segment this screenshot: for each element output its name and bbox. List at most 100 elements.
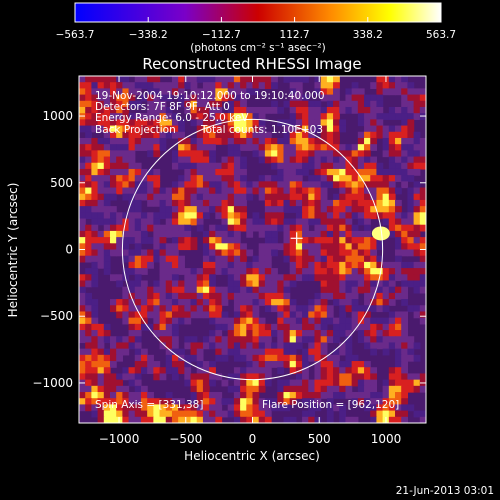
heatmap-cell xyxy=(395,175,402,182)
heatmap-cell xyxy=(122,119,130,127)
heatmap-cell xyxy=(258,317,266,325)
heatmap-cell xyxy=(122,243,130,251)
heatmap-cell xyxy=(357,168,365,176)
heatmap-cell xyxy=(240,261,247,269)
heatmap-cell xyxy=(388,373,396,381)
heatmap-cell xyxy=(413,113,421,120)
heatmap-cell xyxy=(246,354,254,362)
heatmap-cell xyxy=(258,348,266,356)
heatmap-cell xyxy=(382,299,390,306)
heatmap-cell xyxy=(184,404,192,412)
heatmap-cell xyxy=(333,292,340,300)
heatmap-cell xyxy=(159,199,167,207)
heatmap-cell xyxy=(209,404,216,412)
heatmap-cell xyxy=(221,237,229,244)
heatmap-cell xyxy=(370,373,378,381)
heatmap-cell xyxy=(109,150,117,158)
heatmap-cell xyxy=(314,261,322,269)
heatmap-cell xyxy=(407,230,415,238)
heatmap-cell xyxy=(233,249,241,257)
heatmap-cell xyxy=(401,131,409,139)
heatmap-cell xyxy=(252,292,260,300)
heatmap-cell xyxy=(159,144,167,151)
heatmap-cell xyxy=(147,150,154,158)
heatmap-cell xyxy=(202,305,210,313)
heatmap-cell xyxy=(413,212,421,220)
heatmap-cell xyxy=(370,131,378,139)
heatmap-cell xyxy=(140,237,148,244)
heatmap-cell xyxy=(128,212,136,220)
heatmap-cell xyxy=(401,261,409,269)
heatmap-cell xyxy=(153,255,161,263)
heatmap-cell xyxy=(252,187,260,195)
heatmap-cell xyxy=(202,237,210,244)
heatmap-cell xyxy=(357,385,365,393)
heatmap-cell xyxy=(370,94,378,102)
heatmap-cell xyxy=(190,398,198,406)
heatmap-cell xyxy=(277,292,285,300)
heatmap-cell xyxy=(97,230,105,238)
heatmap-cell xyxy=(134,398,142,406)
heatmap-cell xyxy=(240,292,247,300)
heatmap-cell xyxy=(128,373,136,381)
heatmap-cell xyxy=(326,230,334,238)
heatmap-cell xyxy=(140,137,148,145)
heatmap-cell xyxy=(395,206,402,213)
heatmap-cell xyxy=(370,82,378,89)
heatmap-cell xyxy=(159,187,167,195)
heatmap-cell xyxy=(388,385,396,393)
heatmap-cell xyxy=(308,305,316,313)
heatmap-cell xyxy=(147,305,154,313)
heatmap-cell xyxy=(103,367,111,375)
heatmap-cell xyxy=(196,379,204,387)
heatmap-cell xyxy=(171,212,179,220)
heatmap-cell xyxy=(376,131,384,139)
heatmap-cell xyxy=(171,354,179,362)
heatmap-cell xyxy=(91,88,99,96)
heatmap-cell xyxy=(388,379,396,387)
heatmap-cell xyxy=(171,150,179,158)
heatmap-cell xyxy=(419,187,426,195)
heatmap-cell xyxy=(147,76,154,83)
heatmap-cell xyxy=(91,94,99,102)
heatmap-cell xyxy=(333,144,340,151)
heatmap-cell xyxy=(165,224,173,232)
heatmap-cell xyxy=(345,379,353,387)
heatmap-cell xyxy=(382,410,390,418)
heatmap-cell xyxy=(395,156,402,164)
heatmap-cell xyxy=(109,348,117,356)
heatmap-cell xyxy=(85,354,92,362)
heatmap-cell xyxy=(171,224,179,232)
heatmap-cell xyxy=(79,212,86,220)
heatmap-cell xyxy=(370,100,378,108)
heatmap-cell xyxy=(240,156,247,164)
heatmap-cell xyxy=(209,311,216,319)
heatmap-cell xyxy=(122,342,130,350)
heatmap-cell xyxy=(215,230,223,238)
heatmap-cell xyxy=(233,336,241,344)
heatmap-cell xyxy=(85,144,92,151)
heatmap-cell xyxy=(351,237,359,244)
heatmap-cell xyxy=(302,305,309,313)
heatmap-cell xyxy=(320,348,328,356)
heatmap-cell xyxy=(295,392,303,399)
heatmap-cell xyxy=(283,144,291,151)
heatmap-cell xyxy=(308,385,316,393)
heatmap-cell xyxy=(233,392,241,399)
heatmap-cell xyxy=(134,385,142,393)
heatmap-cell xyxy=(326,367,334,375)
heatmap-cell xyxy=(345,156,353,164)
heatmap-cell xyxy=(289,379,297,387)
heatmap-cell xyxy=(109,354,117,362)
heatmap-cell xyxy=(171,218,179,226)
heatmap-cell xyxy=(351,212,359,220)
heatmap-cell xyxy=(165,193,173,201)
heatmap-cell xyxy=(258,106,266,114)
heatmap-cell xyxy=(364,311,371,319)
heatmap-cell xyxy=(326,410,334,418)
heatmap-cell xyxy=(395,416,402,423)
heatmap-cell xyxy=(295,144,303,151)
heatmap-cell xyxy=(122,311,130,319)
heatmap-cell xyxy=(153,144,161,151)
heatmap-cell xyxy=(388,336,396,344)
